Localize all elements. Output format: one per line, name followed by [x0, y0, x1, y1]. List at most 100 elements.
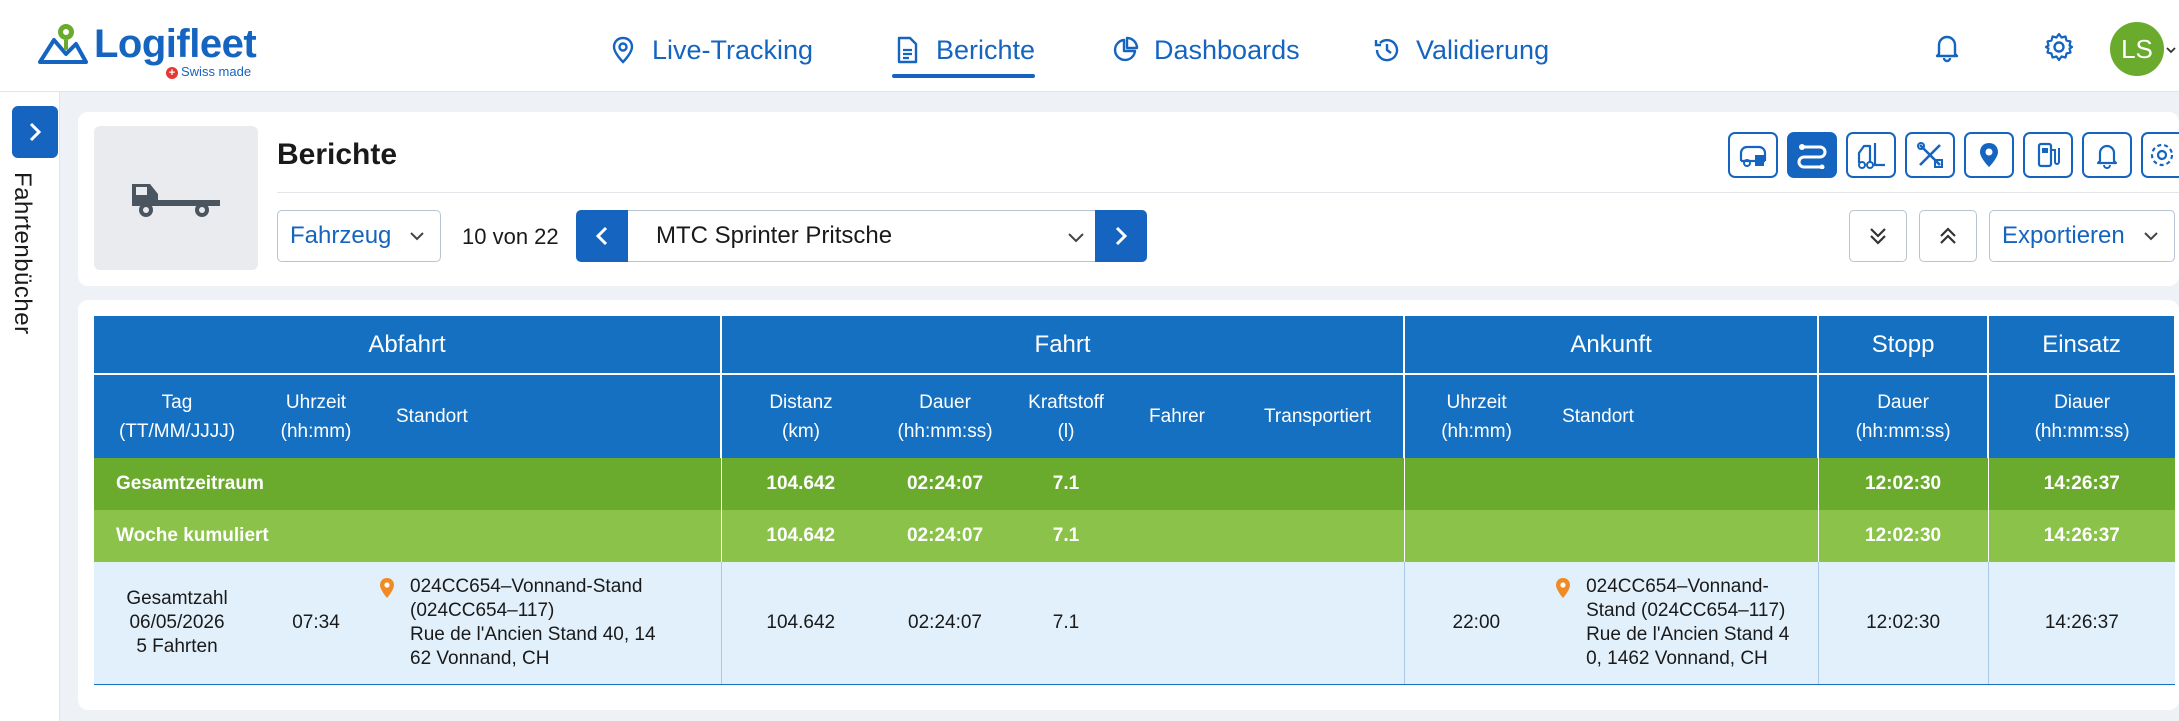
nav-validierung[interactable]: Validierung — [1372, 26, 1549, 74]
vehicle-select[interactable]: MTC Sprinter Pritsche — [628, 210, 1096, 262]
double-chevron-down-icon — [1870, 228, 1886, 245]
summary-row-total[interactable]: Gesamtzeitraum 104.642 02:24:07 7.1 12:0… — [94, 458, 2176, 510]
sidebar-expand-button[interactable] — [12, 106, 58, 158]
cell-standort: 024CC654–Vonnand-Stand (024CC654–117) Rue … — [372, 562, 722, 685]
summary-kraftstoff: 7.1 — [1010, 510, 1123, 562]
cell-dauer: 02:24:07 — [880, 562, 1011, 685]
chevron-right-icon — [29, 122, 42, 142]
top-navigation-bar: Logifleet Swiss made Live-Tracking Beric… — [0, 0, 2179, 92]
summary-transportiert — [1232, 458, 1405, 510]
previous-vehicle-button[interactable] — [576, 210, 628, 262]
nav-live-tracking[interactable]: Live-Tracking — [608, 26, 813, 74]
summary-label: Gesamtzeitraum — [94, 458, 722, 510]
table-row[interactable]: Gesamtzahl 06/05/2026 5 Fahrten 07:34 024C… — [94, 562, 2176, 685]
chevron-down-icon[interactable] — [2165, 44, 2177, 56]
summary-ank-standort — [1548, 458, 1819, 510]
logo-mark-icon — [38, 24, 88, 64]
report-type-select[interactable]: Fahrzeug — [277, 210, 441, 262]
tool-maintenance-button[interactable] — [1905, 132, 1955, 178]
nav-dashboards-label: Dashboards — [1154, 34, 1300, 65]
next-vehicle-button[interactable] — [1095, 210, 1147, 262]
summary-distanz: 104.642 — [721, 510, 881, 562]
col-ankunft-uhrzeit[interactable]: Uhrzeit (hh:mm) — [1404, 374, 1549, 458]
col-einsatz-dauer[interactable]: Diauer (hh:mm:ss) — [1988, 374, 2176, 458]
summary-stopp: 12:02:30 — [1818, 510, 1989, 562]
nav-berichte-label: Berichte — [936, 34, 1036, 65]
tool-alarm-button[interactable] — [2082, 132, 2132, 178]
summary-ank-standort — [1548, 510, 1819, 562]
summary-transportiert — [1232, 510, 1405, 562]
gear-icon[interactable] — [2042, 30, 2076, 64]
vehicle-thumbnail — [94, 126, 258, 270]
group-stopp: Stopp — [1818, 316, 1990, 375]
summary-dauer: 02:24:07 — [880, 458, 1011, 510]
col-kraftstoff[interactable]: Kraftstoff (l) — [1010, 374, 1123, 458]
cell-transportiert — [1232, 562, 1405, 685]
bell-icon[interactable] — [1930, 30, 1964, 64]
summary-ank-uhrzeit — [1404, 510, 1549, 562]
cell-distanz: 104.642 — [721, 562, 881, 685]
export-label: Exportieren — [2002, 222, 2125, 249]
col-dauer[interactable]: Dauer (hh:mm:ss) — [880, 374, 1011, 458]
summary-ank-uhrzeit — [1404, 458, 1549, 510]
col-standort[interactable]: Standort — [372, 374, 723, 458]
truck-icon — [132, 184, 220, 217]
tool-forklift-button[interactable] — [1846, 132, 1896, 178]
group-fahrt: Fahrt — [721, 316, 1406, 375]
export-dropdown[interactable]: Exportieren — [1989, 210, 2175, 262]
summary-row-week[interactable]: Woche kumuliert 104.642 02:24:07 7.1 12:… — [94, 510, 2176, 562]
cell-kraftstoff: 7.1 — [1010, 562, 1123, 685]
chevron-left-icon — [595, 226, 608, 246]
chevron-right-icon — [1115, 226, 1128, 246]
report-type-value: Fahrzeug — [290, 222, 392, 249]
col-fahrer[interactable]: Fahrer — [1122, 374, 1233, 458]
logifleet-logo[interactable]: Logifleet Swiss made — [36, 16, 266, 82]
expand-all-button[interactable] — [1849, 210, 1907, 262]
summary-einsatz: 14:26:37 — [1988, 510, 2176, 562]
trip-report-table: Abfahrt Fahrt Ankunft Stopp Einsatz Tag(… — [94, 316, 2177, 685]
group-header-row: Abfahrt Fahrt Ankunft Stopp Einsatz — [94, 316, 2177, 375]
document-icon — [897, 36, 918, 64]
group-abfahrt: Abfahrt — [94, 316, 723, 375]
page-title: Berichte — [277, 138, 398, 171]
col-transportiert[interactable]: Transportiert — [1232, 374, 1406, 458]
group-ankunft: Ankunft — [1404, 316, 1820, 375]
group-einsatz: Einsatz — [1988, 316, 2177, 375]
summary-einsatz: 14:26:37 — [1988, 458, 2176, 510]
chevron-down-icon — [2144, 232, 2158, 241]
pie-chart-icon — [1113, 36, 1139, 62]
column-header-row: Tag (TT/MM/JJJJ) Uhrzeit (hh:mm) Standort … — [94, 374, 2176, 458]
left-sidebar — [0, 92, 60, 721]
summary-label: Woche kumuliert — [94, 510, 722, 562]
nav-dashboards[interactable]: Dashboards — [1110, 26, 1300, 74]
nav-berichte[interactable]: Berichte — [892, 26, 1036, 78]
tool-vehicle-report-button[interactable] — [1728, 132, 1778, 178]
tool-location-button[interactable] — [1964, 132, 2014, 178]
history-icon — [1374, 38, 1399, 62]
summary-kraftstoff: 7.1 — [1010, 458, 1123, 510]
col-ankunft-standort[interactable]: Standort — [1548, 374, 1820, 458]
col-distanz[interactable]: Distanz (km) — [721, 374, 881, 458]
collapse-all-button[interactable] — [1919, 210, 1977, 262]
vehicle-counter: 10 von 22 — [462, 224, 559, 249]
cell-ankunft-uhrzeit: 22:00 — [1404, 562, 1549, 685]
tool-settings-button[interactable] — [2141, 132, 2179, 178]
col-uhrzeit[interactable]: Uhrzeit (hh:mm) — [260, 374, 372, 458]
col-stopp-dauer[interactable]: Dauer (hh:mm:ss) — [1818, 374, 1990, 458]
cell-tag: Gesamtzahl 06/05/2026 5 Fahrten — [94, 562, 260, 685]
forklift-icon — [1857, 143, 1885, 169]
header-divider — [277, 192, 2179, 193]
tool-fuel-button[interactable] — [2023, 132, 2073, 178]
summary-distanz: 104.642 — [721, 458, 881, 510]
fuel-icon — [2037, 142, 2060, 168]
cell-einsatz-dauer: 14:26:37 — [1988, 562, 2176, 685]
summary-dauer: 02:24:07 — [880, 510, 1011, 562]
user-avatar[interactable]: LS — [2110, 22, 2164, 76]
vehicle-select-value: MTC Sprinter Pritsche — [656, 222, 893, 249]
route-icon — [1797, 144, 1827, 169]
summary-fahrer — [1122, 510, 1233, 562]
location-pin-icon — [380, 577, 394, 598]
col-tag[interactable]: Tag (TT/MM/JJJJ) — [94, 374, 260, 458]
nav-validierung-label: Validierung — [1416, 34, 1550, 65]
tool-route-button[interactable] — [1787, 132, 1837, 178]
